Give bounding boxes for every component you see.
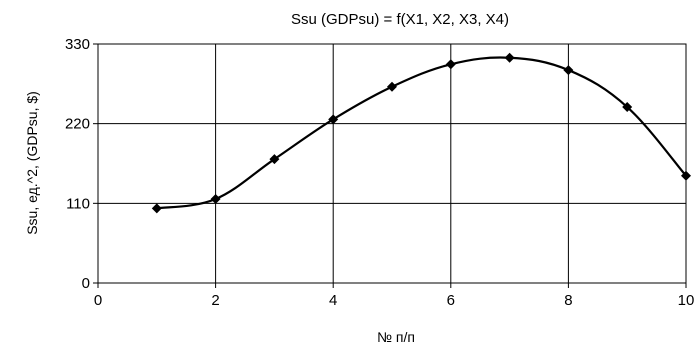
y-tick-label: 330 <box>65 36 90 53</box>
x-tick-label: 6 <box>447 292 455 309</box>
x-axis-ticks: 0 2 4 6 8 10 <box>94 292 695 309</box>
plot-area <box>97 43 687 284</box>
y-tick-label: 0 <box>82 275 90 292</box>
data-point-marker <box>328 114 339 125</box>
y-tick-label: 220 <box>65 116 90 133</box>
x-tick-label: 8 <box>564 292 572 309</box>
x-tick-label: 2 <box>211 292 219 309</box>
y-axis-ticks: 0 110 220 330 <box>65 36 90 292</box>
data-point-marker <box>387 81 397 92</box>
series-markers <box>151 52 691 214</box>
data-point-marker <box>210 193 221 204</box>
data-point-marker <box>445 59 456 70</box>
chart-title: Ssu (GDPsu) = f(X1, X2, X3, X4) <box>291 11 509 28</box>
data-point-marker <box>622 102 633 113</box>
data-point-marker <box>681 170 691 181</box>
data-point-marker <box>151 203 162 214</box>
y-axis-label: Ssu, ед.^2, (GDPsu, $) <box>24 91 40 235</box>
data-point-marker <box>269 154 280 165</box>
data-point-marker <box>504 52 515 63</box>
x-axis-label: № п/п <box>377 329 415 345</box>
grid <box>93 43 687 288</box>
x-tick-label: 0 <box>94 292 102 309</box>
x-tick-label: 10 <box>678 292 695 309</box>
data-point-marker <box>563 65 574 76</box>
y-tick-label: 110 <box>66 195 90 212</box>
x-tick-label: 4 <box>329 292 337 309</box>
series-line <box>156 56 687 210</box>
